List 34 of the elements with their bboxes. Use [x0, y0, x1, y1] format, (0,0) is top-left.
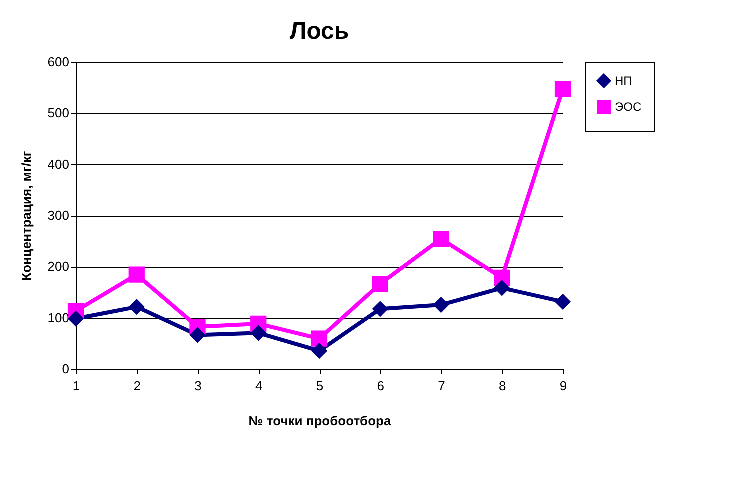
- point: [494, 280, 510, 296]
- point: [128, 266, 145, 283]
- point: [554, 294, 572, 310]
- point: [128, 299, 145, 316]
- x-tick-label: 9: [560, 378, 568, 394]
- point: [372, 301, 388, 318]
- point: [554, 81, 572, 98]
- legend-label: ЭОС: [615, 100, 642, 114]
- point: [372, 276, 388, 292]
- x-tick-label: 6: [377, 378, 384, 394]
- x-tick-label: 1: [72, 378, 80, 394]
- x-tick-label: 5: [316, 378, 324, 394]
- y-tick-label: 300: [48, 208, 70, 223]
- x-tick-label: 3: [194, 378, 202, 394]
- x-tick-label: 4: [256, 378, 263, 394]
- point: [68, 310, 84, 327]
- x-axis-title: № точки пробоотбора: [248, 414, 392, 428]
- x-tick-label: 2: [134, 378, 141, 394]
- y-tick-label: 200: [48, 259, 70, 274]
- point: [250, 325, 267, 342]
- point: [433, 230, 450, 248]
- x-tick-label: 8: [499, 378, 506, 394]
- y-axis-title: Концентрация, мг/кг: [18, 150, 34, 281]
- x-tick-label: 7: [438, 378, 446, 394]
- point: [190, 327, 206, 344]
- y-tick-label: 500: [48, 106, 70, 121]
- y-tick-label: 600: [48, 54, 70, 70]
- point: [311, 343, 328, 360]
- legend-label: НП: [615, 74, 632, 88]
- y-tick-label: 400: [48, 156, 70, 172]
- y-tick-label: 0: [62, 362, 70, 376]
- point: [311, 330, 328, 347]
- point: [433, 296, 450, 314]
- chart-title: Лось: [290, 18, 350, 45]
